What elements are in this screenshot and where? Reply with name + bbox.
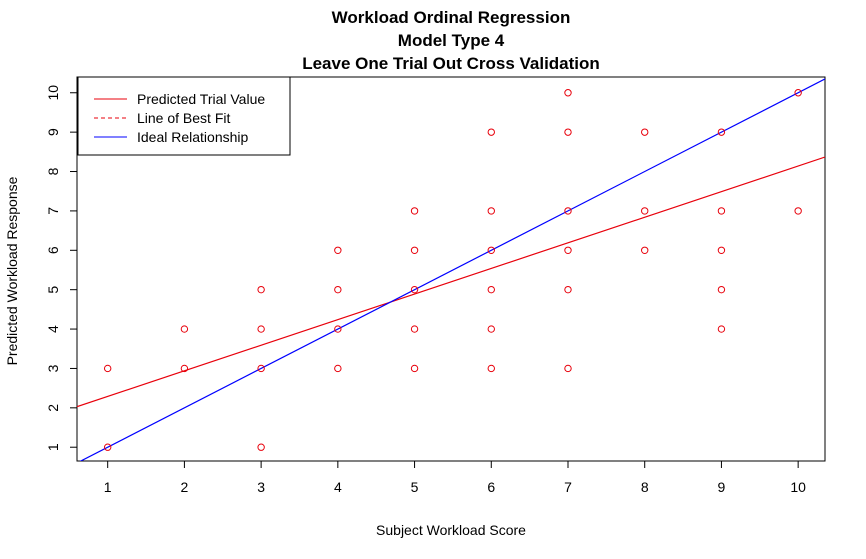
- data-point: [717, 246, 726, 254]
- data-point: [717, 128, 726, 136]
- x-tick-label: 8: [641, 479, 649, 495]
- data-point: [717, 285, 726, 294]
- y-tick-label: 5: [45, 286, 61, 294]
- plot-frame: [76, 76, 826, 462]
- legend: Predicted Trial Value Line of Best Fit I…: [77, 76, 291, 156]
- data-point: [257, 364, 265, 373]
- ideal-relationship-line: [79, 78, 825, 461]
- data-point: [487, 207, 495, 215]
- data-point: [257, 285, 265, 294]
- y-tick-label: 7: [45, 207, 61, 215]
- legend-label-best-fit: Line of Best Fit: [137, 110, 230, 126]
- chart-title-line-2: Model Type 4: [398, 31, 505, 50]
- x-axis-label: Subject Workload Score: [376, 522, 526, 538]
- data-point: [180, 325, 189, 333]
- data-point: [487, 246, 495, 254]
- y-axis-label: Predicted Workload Response: [4, 176, 20, 365]
- data-point: [487, 285, 495, 294]
- x-tick-label: 7: [564, 479, 572, 495]
- y-tick-label: 8: [45, 167, 61, 175]
- data-point: [641, 128, 649, 136]
- data-point: [334, 364, 342, 373]
- data-point: [794, 207, 802, 215]
- data-point: [180, 364, 189, 373]
- data-point: [103, 443, 112, 451]
- legend-label-ideal: Ideal Relationship: [137, 129, 249, 145]
- data-point: [564, 246, 572, 254]
- x-tick-label: 5: [411, 479, 419, 495]
- x-tick-label: 10: [790, 479, 806, 495]
- data-point: [564, 128, 572, 136]
- y-tick-label: 3: [45, 364, 61, 372]
- y-tick-label: 6: [45, 246, 61, 254]
- chart-title-line-3: Leave One Trial Out Cross Validation: [302, 54, 600, 73]
- plot-area: 1 2 3 4 5 6 7 8 9 10 1 2 3 4 5 6 7 8 9 10: [45, 76, 826, 495]
- data-point: [794, 89, 802, 97]
- data-point: [717, 325, 726, 333]
- x-tick-label: 1: [104, 479, 112, 495]
- data-point: [564, 285, 572, 294]
- data-point: [564, 364, 572, 373]
- data-point: [410, 207, 419, 215]
- best-fit-line: [77, 156, 825, 408]
- x-tick-label: 4: [334, 479, 342, 495]
- data-point: [410, 364, 419, 373]
- data-point: [410, 246, 419, 254]
- y-tick-label: 1: [45, 443, 61, 451]
- chart-title-line-1: Workload Ordinal Regression: [332, 8, 571, 27]
- data-point: [103, 364, 112, 373]
- regression-lines: [77, 78, 825, 461]
- data-point: [334, 246, 342, 254]
- y-tick-label: 4: [45, 325, 61, 333]
- data-point: [564, 207, 572, 215]
- y-tick-label: 10: [45, 85, 61, 101]
- data-point: [487, 128, 495, 136]
- y-tick-label: 9: [45, 128, 61, 136]
- data-point: [564, 89, 572, 97]
- data-point: [641, 207, 649, 215]
- data-point: [717, 207, 726, 215]
- legend-box: [77, 76, 291, 156]
- x-tick-label: 6: [487, 479, 495, 495]
- data-point: [334, 325, 342, 333]
- data-point: [257, 325, 265, 333]
- data-point: [410, 285, 419, 294]
- data-point: [334, 285, 342, 294]
- legend-label-predicted: Predicted Trial Value: [137, 91, 265, 107]
- y-tick-label: 2: [45, 404, 61, 412]
- data-point: [641, 246, 649, 254]
- x-tick-label: 2: [181, 479, 189, 495]
- x-tick-label: 3: [257, 479, 265, 495]
- x-tick-label: 9: [718, 479, 726, 495]
- data-point: [410, 325, 419, 333]
- data-point: [487, 364, 495, 373]
- data-point: [257, 443, 265, 451]
- data-point: [487, 325, 495, 333]
